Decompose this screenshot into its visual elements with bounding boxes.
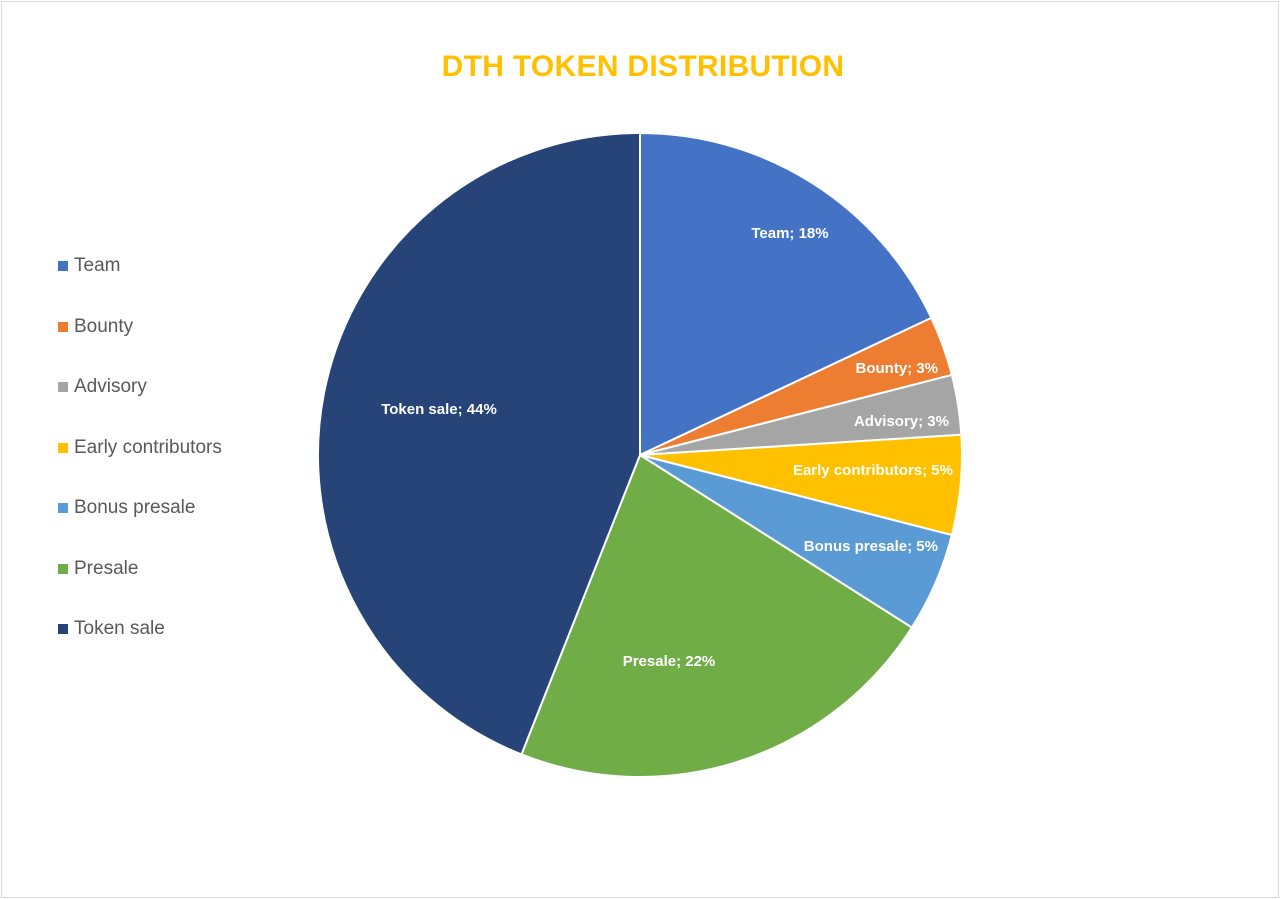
legend-swatch (58, 261, 68, 271)
pie-slice-team (639, 132, 933, 456)
legend-label: Bonus presale (74, 497, 196, 518)
legend-item-presale: Presale (58, 555, 222, 616)
pie-data-labels: Team; 18% Bounty; 3% Advisory; 3% Early con… (381, 225, 953, 670)
data-label-token-sale: Token sale; 44% (381, 401, 497, 418)
legend-label: Bounty (74, 315, 134, 337)
pie-slice-token-sale (316, 132, 641, 756)
legend-item-advisory: Advisory (58, 373, 222, 434)
legend-item-token-sale: Token sale (58, 615, 222, 676)
legend-swatch (58, 442, 68, 453)
legend-item-bonus-presale: Bonus presale (58, 494, 222, 555)
pie-slices (316, 132, 963, 778)
legend-label: Token sale (74, 618, 165, 639)
data-label-early-contributors: Early contributors; 5% (793, 462, 953, 479)
legend-swatch (58, 503, 68, 513)
data-label-team: Team; 18% (751, 225, 828, 242)
data-label-bonus-presale: Bonus presale; 5% (804, 538, 938, 555)
legend-swatch (58, 563, 68, 574)
legend: Team Bounty Advisory Early contributors … (58, 252, 222, 676)
pie-slice-presale (520, 454, 913, 778)
chart-title: DTH TOKEN DISTRIBUTION (441, 50, 845, 83)
data-label-bounty: Bounty; 3% (856, 360, 939, 377)
legend-item-early-contributors: Early contributors (58, 434, 222, 495)
legend-swatch (58, 382, 68, 392)
legend-label: Early contributors (74, 436, 222, 458)
legend-item-team: Team (58, 252, 222, 313)
legend-swatch (58, 321, 68, 332)
legend-label: Advisory (74, 376, 147, 397)
legend-item-bounty: Bounty (58, 313, 222, 374)
legend-label: Team (74, 255, 121, 276)
data-label-advisory: Advisory; 3% (854, 413, 949, 430)
legend-label: Presale (74, 557, 139, 579)
legend-swatch (58, 624, 68, 634)
data-label-presale: Presale; 22% (623, 653, 716, 670)
